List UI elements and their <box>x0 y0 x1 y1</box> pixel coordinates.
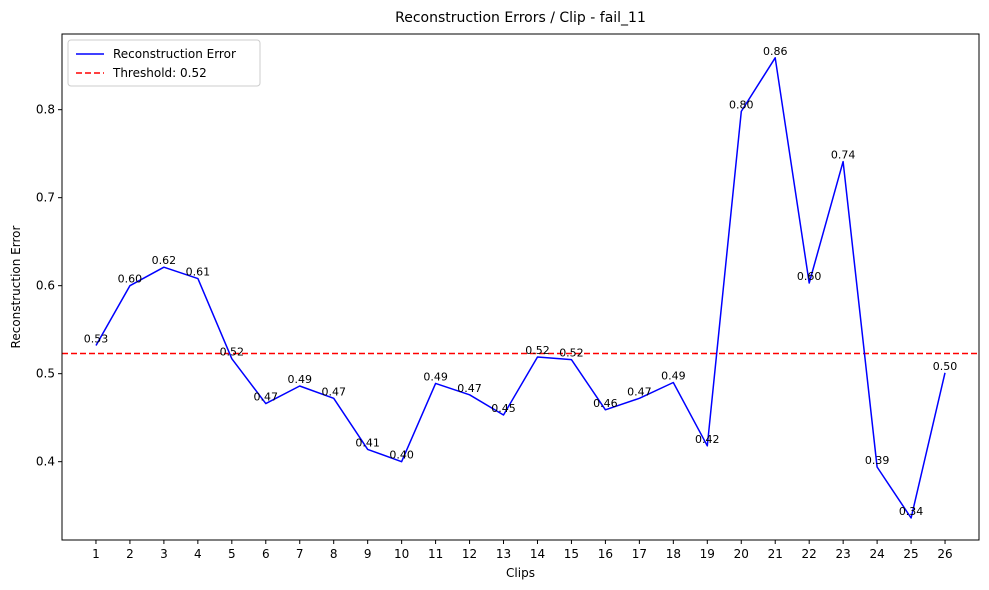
x-tick-label: 18 <box>666 547 681 561</box>
x-tick-label: 20 <box>734 547 749 561</box>
data-label: 0.39 <box>865 454 890 467</box>
x-tick-label: 7 <box>296 547 304 561</box>
x-tick-label: 5 <box>228 547 236 561</box>
x-tick-label: 22 <box>802 547 817 561</box>
data-label: 0.49 <box>661 369 686 382</box>
data-label: 0.52 <box>525 344 550 357</box>
data-label: 0.49 <box>423 370 448 383</box>
data-label: 0.42 <box>695 433 720 446</box>
x-tick-label: 25 <box>903 547 918 561</box>
legend-box <box>67 39 261 87</box>
x-tick-label: 6 <box>262 547 270 561</box>
y-tick-label: 0.6 <box>36 279 55 293</box>
data-label: 0.60 <box>797 270 822 283</box>
data-label: 0.47 <box>627 385 652 398</box>
data-label: 0.41 <box>355 436 380 449</box>
data-label: 0.62 <box>152 254 177 267</box>
data-label: 0.86 <box>763 45 788 58</box>
data-label: 0.50 <box>933 360 958 373</box>
data-label: 0.74 <box>831 149 856 162</box>
x-axis-title: Clips <box>506 566 535 580</box>
data-label: 0.61 <box>186 266 211 279</box>
x-tick-label: 4 <box>194 547 202 561</box>
data-label: 0.34 <box>899 505 924 518</box>
legend: Reconstruction Error Threshold: 0.52 <box>67 39 261 87</box>
x-tick-label: 9 <box>364 547 372 561</box>
y-tick-label: 0.8 <box>36 103 55 117</box>
data-label: 0.45 <box>491 402 516 415</box>
x-tick-label: 19 <box>700 547 715 561</box>
x-tick-label: 10 <box>394 547 409 561</box>
data-label: 0.60 <box>118 273 143 286</box>
plot-area: 0.53 0.60 0.62 0.61 0.52 0.47 0.49 0.47 0.41 0.40… <box>62 45 979 519</box>
chart-title: Reconstruction Errors / Clip - fail_11 <box>395 10 646 26</box>
x-tick-label: 14 <box>530 547 545 561</box>
x-tick-label: 8 <box>330 547 338 561</box>
y-axis: 0.4 0.5 0.6 0.7 0.8 <box>36 103 62 469</box>
x-tick-label: 24 <box>869 547 884 561</box>
x-tick-label: 17 <box>632 547 647 561</box>
legend-label-threshold: Threshold: 0.52 <box>112 66 207 80</box>
x-tick-label: 21 <box>768 547 783 561</box>
y-axis-title: Reconstruction Error <box>9 226 23 349</box>
x-tick-label: 26 <box>937 547 952 561</box>
x-tick-label: 23 <box>836 547 851 561</box>
data-label: 0.47 <box>457 382 482 395</box>
x-tick-label: 12 <box>462 547 477 561</box>
x-tick-label: 11 <box>428 547 443 561</box>
x-tick-label: 2 <box>126 547 134 561</box>
legend-label-reconstruction-error: Reconstruction Error <box>113 47 236 61</box>
data-label: 0.52 <box>559 347 584 360</box>
x-axis: 1 2 3 4 5 6 7 8 9 10 11 12 13 14 15 16 17 18 19 20 21 22 23 24 2… <box>92 540 953 561</box>
x-tick-label: 13 <box>496 547 511 561</box>
y-tick-label: 0.7 <box>36 191 55 205</box>
axes-frame <box>61 33 980 541</box>
data-label: 0.40 <box>389 449 414 462</box>
x-tick-label: 3 <box>160 547 168 561</box>
data-label: 0.47 <box>254 391 279 404</box>
data-label: 0.80 <box>729 98 754 111</box>
x-tick-label: 1 <box>92 547 100 561</box>
data-label: 0.53 <box>84 333 109 346</box>
data-label: 0.49 <box>287 373 312 386</box>
series-line-reconstruction-error <box>95 57 946 519</box>
x-tick-label: 16 <box>598 547 613 561</box>
y-tick-label: 0.4 <box>36 455 55 469</box>
y-tick-label: 0.5 <box>36 367 55 381</box>
data-label: 0.46 <box>593 397 618 410</box>
data-label: 0.52 <box>220 346 245 359</box>
data-label: 0.47 <box>321 385 346 398</box>
x-tick-label: 15 <box>564 547 579 561</box>
